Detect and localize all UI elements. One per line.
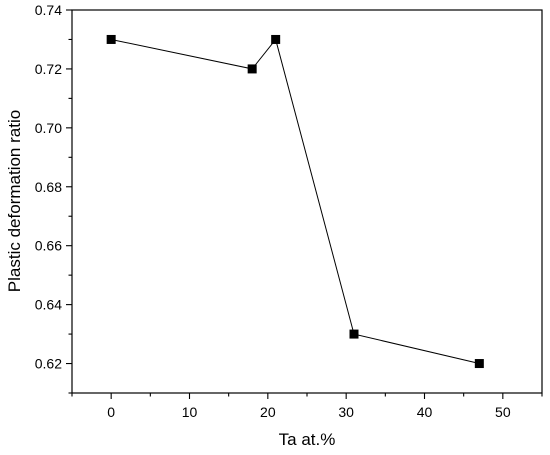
y-tick-label: 0.66	[35, 238, 62, 254]
data-point-marker	[106, 34, 116, 44]
x-tick-label: 20	[260, 404, 276, 420]
x-tick-label: 30	[338, 404, 354, 420]
data-point-marker	[271, 34, 281, 44]
y-tick-label: 0.62	[35, 356, 62, 372]
y-tick-label: 0.74	[35, 2, 62, 18]
y-axis-title: Plastic deformation ratio	[5, 110, 24, 292]
y-axis-ticks: 0.62 0.64 0.66 0.68 0.70 0.72 0.74	[35, 2, 72, 394]
x-tick-label: 0	[107, 404, 115, 420]
y-tick-label: 0.72	[35, 61, 62, 77]
x-tick-label: 40	[417, 404, 433, 420]
x-tick-label: 50	[495, 404, 511, 420]
y-tick-label: 0.70	[35, 120, 62, 136]
y-tick-label: 0.64	[35, 297, 62, 313]
series-markers	[106, 34, 484, 369]
x-axis-title: Ta at.%	[279, 430, 336, 449]
data-point-marker	[474, 359, 484, 369]
data-point-marker	[247, 64, 257, 74]
y-tick-label: 0.68	[35, 179, 62, 195]
series-polyline	[111, 38, 480, 365]
data-point-marker	[349, 329, 359, 339]
x-axis-ticks: 0 10 20 30 40 50	[71, 393, 543, 420]
plot-frame	[71, 9, 543, 394]
series-line	[111, 38, 480, 365]
x-tick-label: 10	[182, 404, 198, 420]
